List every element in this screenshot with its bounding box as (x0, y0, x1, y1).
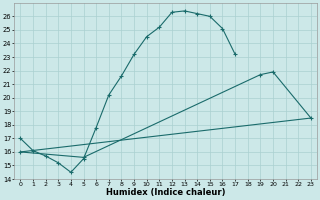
X-axis label: Humidex (Indice chaleur): Humidex (Indice chaleur) (106, 188, 225, 197)
